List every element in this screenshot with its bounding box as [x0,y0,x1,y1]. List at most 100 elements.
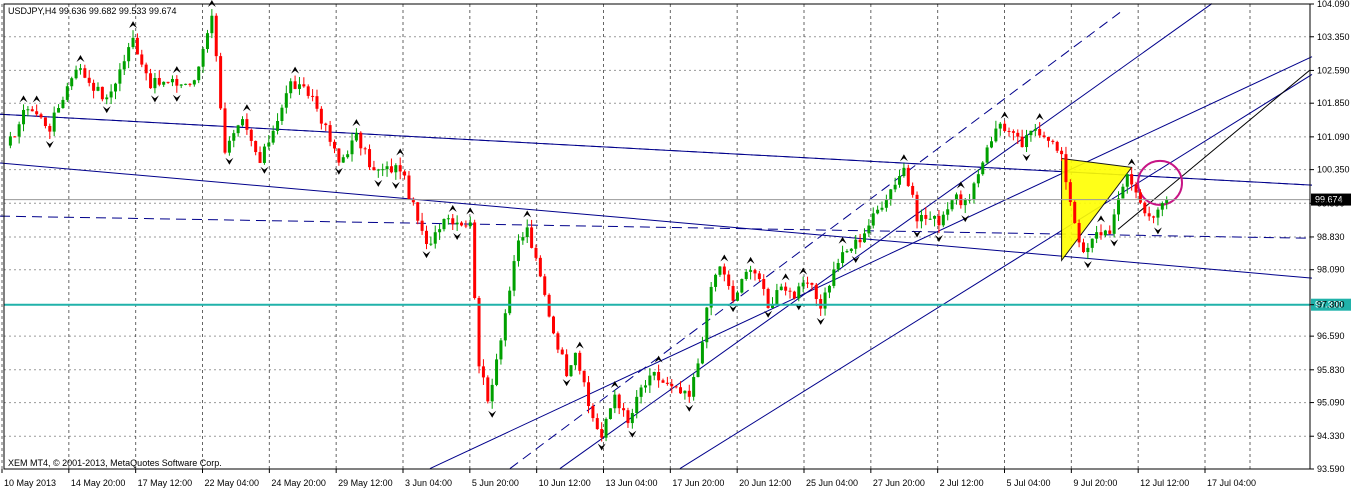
bull-candle[interactable] [341,157,345,163]
bull-candle[interactable] [17,124,21,137]
bull-candle[interactable] [521,237,525,241]
bull-candle[interactable] [1103,230,1107,236]
bull-candle[interactable] [849,248,853,252]
bull-candle[interactable] [227,140,231,153]
bear-candle[interactable] [460,222,464,226]
candles-layer[interactable] [8,9,1169,442]
bull-candle[interactable] [898,176,902,185]
bear-candle[interactable] [315,96,319,109]
bear-candle[interactable] [87,77,91,83]
bull-candle[interactable] [740,279,744,293]
bear-candle[interactable] [906,167,910,186]
bear-candle[interactable] [792,291,796,299]
bull-candle[interactable] [871,213,875,226]
bear-candle[interactable] [674,386,678,388]
bull-candle[interactable] [385,166,389,170]
bear-candle[interactable] [1055,141,1059,151]
bull-candle[interactable] [525,227,529,238]
bull-candle[interactable] [954,194,958,201]
bull-candle[interactable] [775,290,779,305]
bull-candle[interactable] [8,136,12,146]
bear-candle[interactable] [565,354,569,377]
bull-candle[interactable] [1112,214,1116,234]
bull-candle[interactable] [57,107,61,113]
bear-candle[interactable] [416,202,420,221]
bull-candle[interactable] [516,240,520,262]
bull-candle[interactable] [262,146,266,163]
bull-candle[interactable] [1095,232,1099,239]
bear-candle[interactable] [481,366,485,378]
bear-candle[interactable] [144,64,148,74]
bear-candle[interactable] [258,152,262,163]
bear-candle[interactable] [135,37,139,55]
bull-candle[interactable] [114,83,117,92]
bear-candle[interactable] [534,247,538,258]
bull-candle[interactable] [946,209,950,215]
bear-candle[interactable] [1152,216,1156,218]
bear-candle[interactable] [937,215,941,226]
bear-candle[interactable] [319,108,323,124]
bull-candle[interactable] [981,162,985,175]
bull-candle[interactable] [968,199,972,201]
bear-candle[interactable] [35,111,39,115]
bear-candle[interactable] [302,84,306,87]
bear-candle[interactable] [552,316,555,334]
bear-candle[interactable] [100,86,104,100]
bear-candle[interactable] [1051,140,1055,142]
bear-candle[interactable] [39,114,43,118]
bear-candle[interactable] [617,394,621,409]
bear-candle[interactable] [324,123,328,126]
bear-candle[interactable] [306,86,310,96]
bull-candle[interactable] [105,97,109,100]
bear-candle[interactable] [1081,242,1085,253]
bull-candle[interactable] [705,307,709,343]
bear-candle[interactable] [622,408,626,411]
bull-candle[interactable] [455,222,459,225]
bull-candle[interactable] [854,239,858,249]
channel-line[interactable] [0,162,1313,279]
bull-candle[interactable] [714,274,718,287]
bear-candle[interactable] [1020,136,1024,148]
bull-candle[interactable] [61,99,65,108]
bull-candle[interactable] [573,352,577,366]
channel-line[interactable] [559,3,1213,469]
bull-candle[interactable] [394,165,398,173]
bear-candle[interactable] [363,148,367,150]
bear-candle[interactable] [473,222,477,299]
bull-candle[interactable] [503,313,507,341]
bear-candle[interactable] [784,286,788,291]
bear-candle[interactable] [293,81,297,89]
bull-candle[interactable] [1121,186,1125,199]
bear-candle[interactable] [1143,202,1147,214]
bear-candle[interactable] [140,54,144,65]
bear-candle[interactable] [157,77,161,85]
bull-candle[interactable] [1033,129,1037,131]
bull-candle[interactable] [131,37,135,48]
bull-candle[interactable] [192,80,196,85]
bull-candle[interactable] [26,109,30,111]
bull-candle[interactable] [236,125,240,134]
bull-candle[interactable] [841,252,845,264]
bear-candle[interactable] [595,418,599,430]
bear-candle[interactable] [424,230,428,245]
bull-candle[interactable] [495,359,499,385]
bull-candle[interactable] [350,140,354,155]
bull-candle[interactable] [446,218,450,220]
bear-candle[interactable] [543,276,547,295]
bull-candle[interactable] [271,130,275,143]
bear-candle[interactable] [13,136,17,138]
bear-candle[interactable] [1011,131,1015,133]
bear-candle[interactable] [328,125,332,142]
bull-candle[interactable] [735,292,739,301]
bear-candle[interactable] [43,117,47,126]
bull-candle[interactable] [65,86,69,100]
bull-candle[interactable] [902,167,906,177]
bear-candle[interactable] [578,352,582,371]
bear-candle[interactable] [556,333,560,350]
bear-candle[interactable] [806,282,810,284]
bull-candle[interactable] [569,365,573,377]
bear-candle[interactable] [407,175,411,199]
bull-candle[interactable] [429,243,433,245]
